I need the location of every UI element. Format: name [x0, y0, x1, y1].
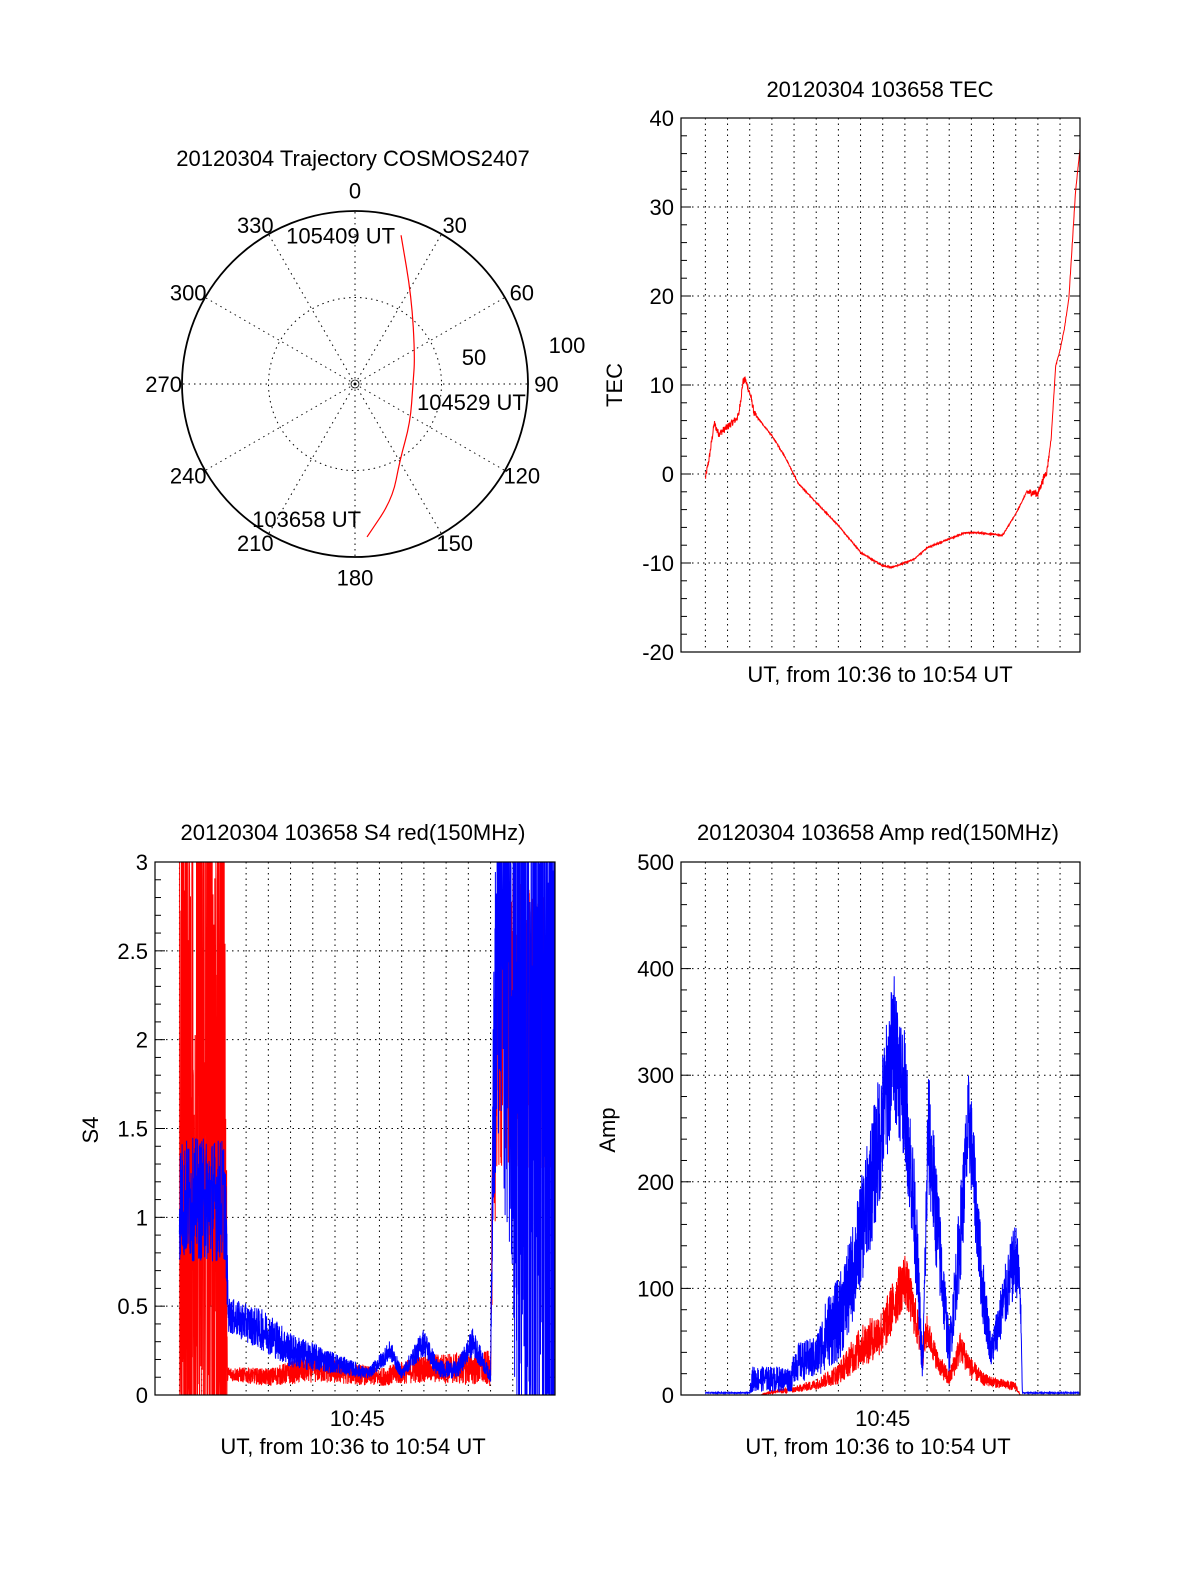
s4-ytick-label: 2.5: [117, 939, 148, 964]
polar-time-annotation: 103658 UT: [252, 507, 361, 532]
polar-radial-label: 50: [462, 345, 486, 370]
polar-outer-circle: [181, 210, 529, 558]
s4-title: 20120304 103658 S4 red(150MHz): [181, 820, 526, 845]
tec-axes-box: [680, 117, 1081, 653]
s4-series-blue: [178, 862, 555, 1395]
polar-spoke-line: [268, 383, 356, 535]
polar-spoke-line: [204, 383, 356, 471]
polar-spoke-line: [354, 383, 442, 535]
amp-axes-box: [680, 861, 1081, 1396]
amp-ytick-label: 100: [637, 1276, 674, 1301]
tec-ytick-label: 40: [650, 106, 674, 131]
s4-ytick-label: 1: [136, 1205, 148, 1230]
amp-ylabel: Amp: [595, 1107, 620, 1152]
s4-ytick-label: 2: [136, 1028, 148, 1053]
polar-angle-label: 210: [237, 531, 274, 556]
amp-xtick-label: 10:45: [855, 1406, 910, 1431]
s4-ylabel: S4: [78, 1117, 103, 1144]
polar-spoke-line: [204, 297, 356, 385]
s4-series-group: [178, 862, 555, 1395]
tec-ytick-label: 0: [662, 462, 674, 487]
tec-title: 20120304 103658 TEC: [766, 77, 993, 102]
tec-series-group: [704, 148, 1080, 570]
tec-ytick-label: 10: [650, 373, 674, 398]
tec-series-TEC: [704, 148, 1080, 570]
s4-xtick-label: 10:45: [330, 1406, 385, 1431]
amp-ytick-label: 400: [637, 957, 674, 982]
s4-ytick-label: 1.5: [117, 1117, 148, 1142]
polar-spoke-line: [354, 297, 506, 385]
polar-trajectory-line: [366, 235, 415, 538]
polar-center-marker: [350, 379, 360, 389]
polar-angle-label: 270: [145, 372, 182, 397]
polar-angle-label: 90: [534, 372, 558, 397]
tec-ytick-label: -20: [642, 640, 674, 665]
polar-angle-label: 330: [237, 213, 274, 238]
polar-spoke-line: [354, 233, 442, 385]
polar-angle-label: 150: [436, 531, 473, 556]
s4-ytick-label: 0: [136, 1383, 148, 1408]
tec-ytick-label: -10: [642, 551, 674, 576]
amp-ytick-label: 500: [637, 850, 674, 875]
amp-title: 20120304 103658 Amp red(150MHz): [697, 820, 1059, 845]
polar-angle-label: 0: [349, 179, 361, 204]
s4-xlabel: UT, from 10:36 to 10:54 UT: [220, 1434, 485, 1459]
amp-xlabel: UT, from 10:36 to 10:54 UT: [745, 1434, 1010, 1459]
amp-ytick-label: 200: [637, 1170, 674, 1195]
tec-ytick-label: 20: [650, 284, 674, 309]
polar-angle-label: 60: [510, 280, 534, 305]
s4-axes-box: [154, 861, 556, 1396]
amp-plot: 20120304 103658 Amp red(150MHz) UT, from…: [595, 820, 1081, 1459]
tec-plot: 20120304 103658 TEC UT, from 10:36 to 10…: [602, 77, 1081, 687]
polar-angle-label: 30: [442, 213, 466, 238]
s4-ytick-label: 0.5: [117, 1294, 148, 1319]
polar-angle-label: 120: [503, 464, 540, 489]
polar-spoke-line: [354, 383, 506, 471]
polar-angle-label: 300: [170, 280, 207, 305]
polar-trajectory-plot: 20120304 Trajectory COSMOS2407 0 30 60 90 12…: [145, 146, 585, 590]
amp-ytick-label: 0: [662, 1383, 674, 1408]
tec-ytick-label: 30: [650, 195, 674, 220]
amp-series-red: [705, 1255, 1080, 1395]
polar-title: 20120304 Trajectory COSMOS2407: [176, 146, 529, 171]
polar-angle-label: 240: [170, 464, 207, 489]
polar-spoke-line: [268, 233, 356, 385]
s4-plot: 20120304 103658 S4 red(150MHz) UT, from …: [78, 820, 556, 1459]
tec-ylabel: TEC: [602, 363, 627, 407]
polar-ring-50: [268, 297, 442, 471]
amp-ytick-label: 300: [637, 1063, 674, 1088]
amp-series-blue: [704, 976, 1080, 1395]
s4-ytick-label: 3: [136, 850, 148, 875]
tec-xlabel: UT, from 10:36 to 10:54 UT: [747, 662, 1012, 687]
polar-radial-label: 100: [549, 333, 586, 358]
amp-series-group: [704, 976, 1080, 1395]
polar-angle-label: 180: [337, 565, 374, 590]
polar-time-annotation: 105409 UT: [286, 223, 395, 248]
polar-time-annotation: 104529 UT: [417, 390, 526, 415]
